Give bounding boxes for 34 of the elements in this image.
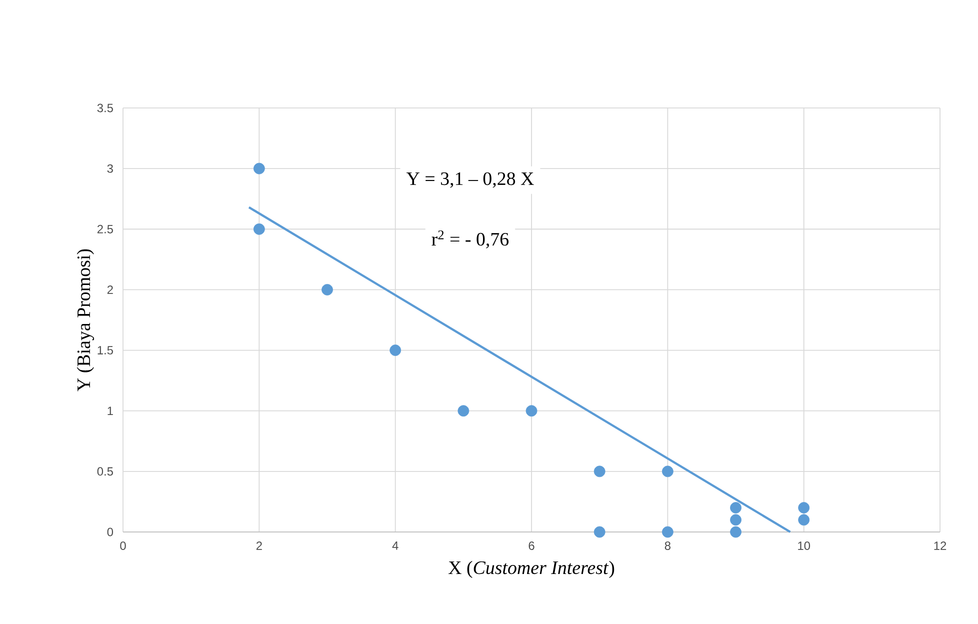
x-tick-label: 2 [256,542,262,550]
x-tick-label: 8 [664,542,670,550]
point [458,405,470,417]
y-tick-label: 0 [107,528,114,536]
point [662,526,674,538]
y-tick-label: 2.5 [97,224,113,234]
y-tick-label: 3.5 [97,104,113,112]
point [730,526,742,538]
point [730,502,742,514]
x-tick-label: 0 [120,542,126,550]
x-tick-label: 10 [798,542,810,550]
point [594,526,606,538]
x-axis-title: X (Customer Interest) [448,560,614,578]
point [798,502,810,514]
point [322,284,333,296]
y-tick-label: 0.5 [97,467,113,476]
point [662,466,674,478]
x-tick-label: 12 [934,542,946,550]
point [253,223,265,235]
y-tick-label: 3 [107,164,113,173]
point [253,162,265,174]
point [594,466,606,478]
x-tick-label: 4 [392,542,398,550]
point [390,344,402,356]
point [798,514,810,526]
annotation: r$^{2}$ = - 0,76 [432,230,509,248]
point [730,514,742,526]
x-tick-label: 6 [528,542,534,550]
annotation: Y = 3,1 – 0,28 X [406,172,534,188]
y-tick-label: 1 [108,406,113,415]
point [526,405,538,417]
y-tick-label: 1.5 [98,346,113,354]
y-axis-title: Y (Biaya Promosi) [76,249,94,392]
y-tick-label: 2 [107,286,113,294]
